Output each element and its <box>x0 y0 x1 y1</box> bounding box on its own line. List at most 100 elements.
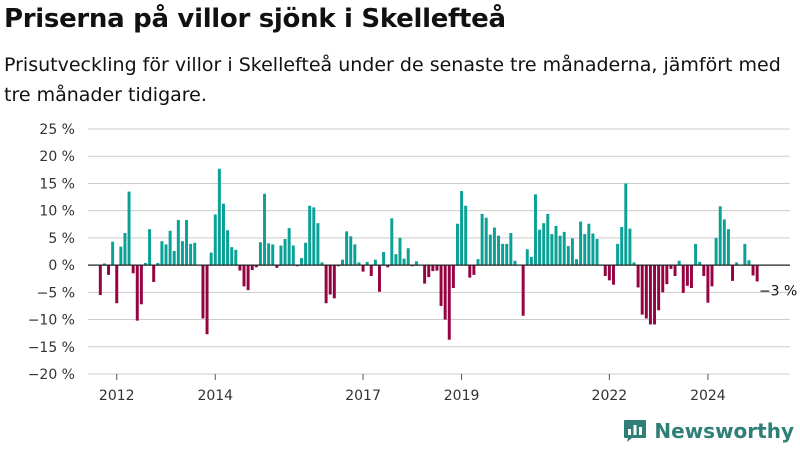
bar <box>357 262 361 266</box>
bar <box>320 262 324 266</box>
bar <box>222 203 225 266</box>
bar <box>328 265 332 295</box>
bar <box>345 231 349 266</box>
bar <box>361 265 365 272</box>
bar <box>468 265 472 278</box>
y-tick-label: 10 % <box>39 204 75 220</box>
gridlines <box>88 128 790 375</box>
bar <box>534 194 537 266</box>
bar <box>677 260 681 266</box>
bar <box>431 265 435 272</box>
bar <box>205 265 209 335</box>
bar <box>423 265 427 284</box>
bar <box>587 223 591 266</box>
bar <box>102 263 106 266</box>
bar <box>234 249 238 266</box>
chart-subtitle: Prisutveckling för villor i Skellefteå u… <box>4 54 781 106</box>
bar <box>378 265 381 292</box>
bar <box>394 254 398 266</box>
bar <box>148 229 152 266</box>
bar <box>620 227 624 266</box>
bar <box>201 265 205 319</box>
bar <box>542 223 546 266</box>
bar <box>575 259 579 266</box>
bar <box>209 252 213 266</box>
bar <box>226 230 230 266</box>
bar <box>144 262 147 266</box>
bar <box>172 250 176 266</box>
bar <box>612 265 615 285</box>
bar <box>603 265 607 276</box>
bar <box>213 214 217 266</box>
bar <box>525 249 529 266</box>
bar <box>657 265 661 311</box>
bar <box>591 233 595 266</box>
bar <box>341 259 345 266</box>
bar <box>435 265 439 271</box>
y-tick-label: 20 % <box>39 149 75 165</box>
bar <box>484 217 488 266</box>
bar <box>279 245 283 266</box>
bar <box>382 252 386 266</box>
bar <box>476 259 480 266</box>
bar <box>661 265 665 293</box>
bar <box>115 265 119 304</box>
bar <box>698 261 702 266</box>
x-axis-ticks: 2012 2014 2017 2019 2022 2024 <box>99 374 726 404</box>
bar <box>616 243 620 266</box>
bar <box>369 265 373 276</box>
bar <box>283 238 287 266</box>
y-tick-label: −20 % <box>28 367 75 383</box>
bar <box>332 265 336 299</box>
bar <box>694 243 698 266</box>
bar <box>390 218 394 266</box>
bar <box>263 193 267 266</box>
bar <box>595 238 599 266</box>
bar <box>131 265 135 274</box>
bar <box>747 260 751 266</box>
bar <box>312 207 316 266</box>
bar <box>509 232 513 266</box>
x-tick-label: 2019 <box>444 388 480 404</box>
bar <box>308 205 312 266</box>
bar <box>472 265 476 275</box>
y-tick-label: −15 % <box>28 340 75 356</box>
bar <box>353 244 357 266</box>
bar <box>275 265 279 268</box>
brand-name: Newsworthy <box>654 419 794 443</box>
bar <box>706 265 710 303</box>
chart-title: Priserna på villor sjönk i Skellefteå <box>4 4 506 34</box>
x-tick-label: 2024 <box>690 388 726 404</box>
brand-logo[interactable]: Newsworthy <box>622 418 794 444</box>
bar <box>722 219 726 266</box>
bar <box>254 265 258 268</box>
bar <box>349 236 353 266</box>
bar <box>521 265 525 316</box>
bar <box>185 219 189 266</box>
bar <box>653 265 657 325</box>
bar <box>464 205 468 266</box>
bar <box>287 228 291 266</box>
bar <box>497 235 501 266</box>
bar <box>558 235 562 266</box>
bar <box>714 237 718 266</box>
y-axis-ticks: 25 % 20 % 15 % 10 % 5 % 0 % −5 % −10 % −15 % −20 … <box>28 122 75 383</box>
bar <box>160 241 164 266</box>
bar <box>755 265 759 282</box>
y-tick-label: 0 % <box>48 258 75 274</box>
bar <box>665 265 669 285</box>
bar <box>726 229 730 266</box>
bar <box>414 261 418 266</box>
bar <box>193 242 197 266</box>
bar <box>258 242 262 266</box>
bar <box>492 227 496 266</box>
newsworthy-logo-icon <box>624 420 647 442</box>
bar <box>632 262 636 266</box>
bar <box>743 243 747 266</box>
bar <box>324 265 328 304</box>
y-tick-label: −5 % <box>37 285 75 301</box>
y-tick-label: 5 % <box>48 231 75 247</box>
bar <box>505 243 509 266</box>
bars <box>98 168 759 340</box>
bar <box>111 241 115 266</box>
